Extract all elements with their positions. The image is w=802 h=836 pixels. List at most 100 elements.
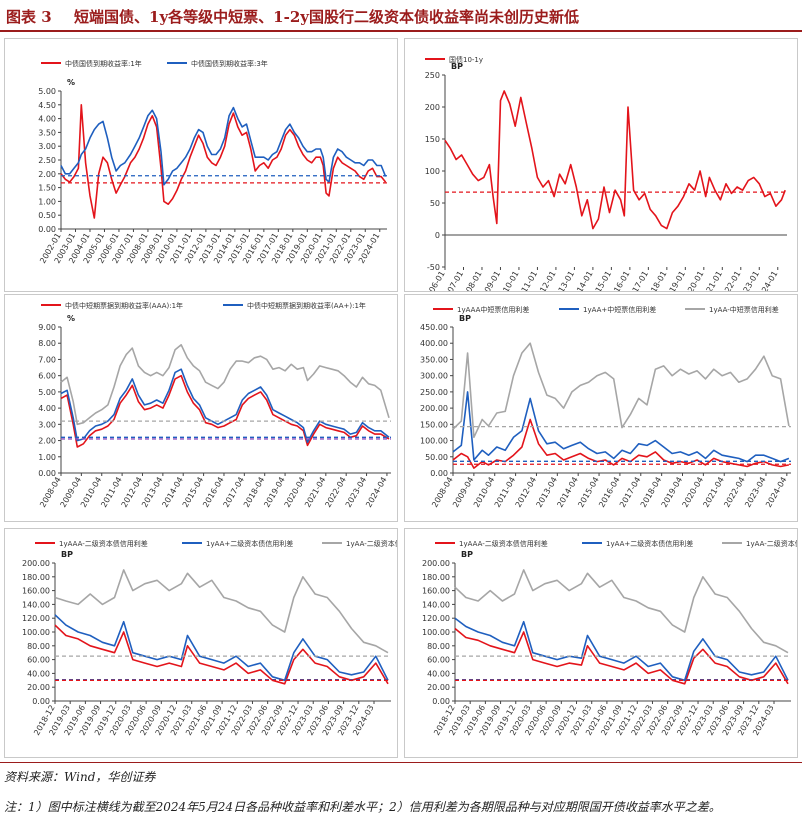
legend-label: 国债10-1y [449,55,483,64]
footer-rule [0,762,802,763]
legend-label: 中债中短期票据到期收益率(AAA):1年 [65,301,183,310]
legend-item: 中债中短期票据到期收益率(AA+):1年 [223,301,366,310]
y-tick-label: 1.00 [38,453,56,462]
y-tick-label: 140.00 [422,600,450,609]
legend-label: 1yAAA中短票信用利差 [457,305,529,314]
x-tick-label: 2006-01 [422,270,447,292]
y-tick-label: 200.00 [422,559,450,568]
legend-label: 1yAA-二级资本债信用利差 [746,539,797,548]
series-line-2 [54,614,389,682]
y-tick-label: 0.00 [38,225,56,234]
y-tick-label: 400.00 [420,339,448,348]
y-tick-label: 100.00 [422,628,450,637]
legend-item: 1yAA-二级资本债信用利差 [722,539,797,548]
legend-item: 1yAA+二级资本债信用利差 [582,539,693,548]
y-tick-label: 2.00 [38,170,56,179]
chart-c5: 1yAAA-二级资本债信用利差 1yAA+二级资本债信用利差 1yAA-二级资本债信… [22,539,397,737]
y-tick-label: 2.50 [38,156,56,165]
y-tick-label: 160.00 [22,587,50,596]
unit-label: BP [61,550,73,559]
chart-c4: 1yAAA中短票信用利差 1yAA+中短票信用利差 1yAA-中短票信用利差 BP 0.… [420,305,791,509]
y-tick-label: 40.00 [427,669,450,678]
legend-label: 1yAA-中短票信用利差 [709,305,779,314]
y-tick-label: 100.00 [22,628,50,637]
legend-label: 中债国债到期收益率:3年 [191,59,268,68]
y-tick-label: 0.00 [432,697,450,706]
y-tick-label: 4.00 [38,404,56,413]
y-tick-label: 50.00 [425,453,448,462]
y-tick-label: 150 [425,135,440,144]
figure-label: 图表 3 [6,8,52,26]
chart-c2: 国债10-1yBP-500501001502002502006-012007-0… [422,55,787,292]
y-tick-label: 5.00 [38,87,56,96]
series-line-3 [454,569,789,654]
series-line-1 [60,104,387,219]
unit-label: BP [461,550,473,559]
y-tick-label: 20.00 [427,683,450,692]
x-tick-label: 2024-04 [764,476,789,509]
legend-label: 中债国债到期收益率:1年 [65,59,142,68]
y-tick-label: 180.00 [422,573,450,582]
legend-label: 1yAA+二级资本债信用利差 [206,539,293,548]
y-tick-label: 450.00 [420,323,448,332]
series-line-1 [454,627,789,685]
legend-label: 1yAAA-二级资本债信用利差 [459,539,548,548]
series-line-1 [444,90,786,230]
y-tick-label: 200.00 [22,559,50,568]
y-tick-label: 6.00 [38,372,56,381]
legend-item: 中债国债到期收益率:1年 [41,59,142,68]
y-tick-label: 20.00 [27,683,50,692]
legend-item: 中债国债到期收益率:3年 [167,59,268,68]
y-tick-label: 3.00 [38,420,56,429]
legend-item: 1yAAA中短票信用利差 [433,305,529,314]
legend-item: 国债10-1y [425,55,483,64]
chart-panel-4: 1yAAA中短票信用利差 1yAA+中短票信用利差 1yAA-中短票信用利差 BP 0.… [404,294,798,522]
legend-item: 1yAAA-二级资本债信用利差 [35,539,148,548]
chart-c3: 中债中短期票据到期收益率(AAA):1年 中债中短期票据到期收益率(AA+):1年… [38,301,391,509]
y-tick-label: 80.00 [27,642,50,651]
series-line-1 [60,374,390,448]
y-tick-label: 100.00 [420,437,448,446]
y-tick-label: 160.00 [422,587,450,596]
unit-label: % [67,314,75,323]
series-line-3 [54,569,389,654]
y-tick-label: 180.00 [22,573,50,582]
y-tick-label: 350.00 [420,355,448,364]
y-tick-label: 0.00 [38,469,56,478]
y-tick-label: 8.00 [38,339,56,348]
chart-c1: 中债国债到期收益率:1年 中债国债到期收益率:3年% 0.00 0.50 1.00 1.5… [38,59,387,265]
figure-header: 图表 3 短端国债、1y各等级中短票、1-2y国股行二级资本债收益率尚未创历史新… [0,0,802,32]
y-tick-label: 250 [425,71,440,80]
chart-panel-6: 1yAAA-二级资本债信用利差 1yAA+二级资本债信用利差 1yAA-二级资本债信… [404,528,798,758]
y-tick-label: 60.00 [27,656,50,665]
y-tick-label: 4.50 [38,101,56,110]
y-tick-label: 300.00 [420,372,448,381]
chart-c6: 1yAAA-二级资本债信用利差 1yAA+二级资本债信用利差 1yAA-二级资本债信… [422,539,797,737]
legend-item: 1yAA-二级资本债信用利差 [322,539,397,548]
y-tick-label: 5.00 [38,388,56,397]
note-text: 注：1）图中标注横线为截至2024年5月24日各品种收益率和利差水平；2）信用利… [4,800,721,814]
y-tick-label: 2.00 [38,437,56,446]
legend-item: 1yAAA-二级资本债信用利差 [435,539,548,548]
legend-item: 1yAA+中短票信用利差 [559,305,656,314]
y-tick-label: 1.00 [38,197,56,206]
y-tick-label: 0.00 [32,697,50,706]
y-tick-label: 0.50 [38,211,56,220]
source-text: 资料来源：Wind，华创证券 [4,770,156,784]
y-tick-label: 140.00 [22,600,50,609]
series-line-2 [452,391,790,463]
y-tick-label: 1.50 [38,184,56,193]
y-tick-label: 3.50 [38,128,56,137]
y-tick-label: 0.00 [430,469,448,478]
unit-label: % [67,78,75,87]
unit-label: BP [451,62,463,71]
chart-panel-1: 中债国债到期收益率:1年 中债国债到期收益率:3年% 0.00 0.50 1.00 1.5… [4,38,398,292]
y-tick-label: 3.00 [38,142,56,151]
y-tick-label: -50 [427,263,440,272]
y-tick-label: 120.00 [422,614,450,623]
y-tick-label: 4.00 [38,115,56,124]
series-line-3 [60,343,390,426]
legend-label: 1yAA+中短票信用利差 [583,305,656,314]
legend-label: 1yAA+二级资本债信用利差 [606,539,693,548]
chart-panel-3: 中债中短期票据到期收益率(AAA):1年 中债中短期票据到期收益率(AA+):1年… [4,294,398,522]
